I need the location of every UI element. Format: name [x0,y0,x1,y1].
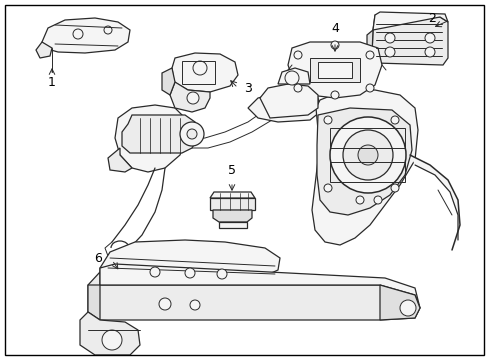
Circle shape [324,116,331,124]
Circle shape [324,184,331,192]
Polygon shape [209,192,254,198]
Circle shape [330,91,338,99]
Polygon shape [42,18,130,53]
Polygon shape [247,92,319,122]
Polygon shape [80,312,140,355]
Circle shape [373,196,381,204]
Circle shape [365,51,373,59]
Polygon shape [287,42,381,98]
Polygon shape [172,53,238,92]
Circle shape [424,33,434,43]
Circle shape [184,268,195,278]
Polygon shape [122,115,198,153]
Text: 5: 5 [227,163,236,176]
Circle shape [190,300,200,310]
Circle shape [342,130,392,180]
Polygon shape [219,222,246,228]
Polygon shape [88,272,419,320]
Circle shape [329,117,405,193]
Circle shape [180,122,203,146]
Circle shape [399,300,415,316]
Polygon shape [88,285,100,320]
Polygon shape [36,42,52,58]
Polygon shape [162,68,175,95]
Circle shape [293,51,302,59]
Polygon shape [108,148,132,172]
Circle shape [355,196,363,204]
Polygon shape [316,108,411,215]
Polygon shape [278,68,309,84]
Circle shape [150,267,160,277]
Circle shape [186,92,199,104]
Circle shape [193,61,206,75]
Polygon shape [372,12,447,30]
Polygon shape [100,240,280,284]
Text: 4: 4 [330,22,338,35]
Circle shape [285,71,298,85]
Polygon shape [371,15,447,65]
Circle shape [159,298,171,310]
Text: 2: 2 [427,12,435,24]
Circle shape [424,47,434,57]
Polygon shape [260,84,317,118]
Polygon shape [209,198,254,210]
Circle shape [390,116,398,124]
Circle shape [384,33,394,43]
Circle shape [217,269,226,279]
Polygon shape [311,90,417,245]
Text: 6: 6 [94,252,102,265]
Circle shape [102,330,122,350]
Text: 1: 1 [48,76,56,89]
Circle shape [73,29,83,39]
Circle shape [390,184,398,192]
Polygon shape [213,210,251,222]
Polygon shape [317,62,351,78]
Circle shape [104,26,112,34]
Circle shape [293,84,302,92]
Polygon shape [309,58,359,82]
Polygon shape [379,285,419,320]
Text: 3: 3 [244,81,251,94]
Polygon shape [366,30,372,63]
Polygon shape [170,82,209,112]
Circle shape [365,84,373,92]
Circle shape [186,129,197,139]
Polygon shape [409,155,459,250]
Circle shape [384,47,394,57]
Circle shape [357,145,377,165]
Polygon shape [115,105,187,172]
Polygon shape [100,264,419,308]
Circle shape [330,41,338,49]
